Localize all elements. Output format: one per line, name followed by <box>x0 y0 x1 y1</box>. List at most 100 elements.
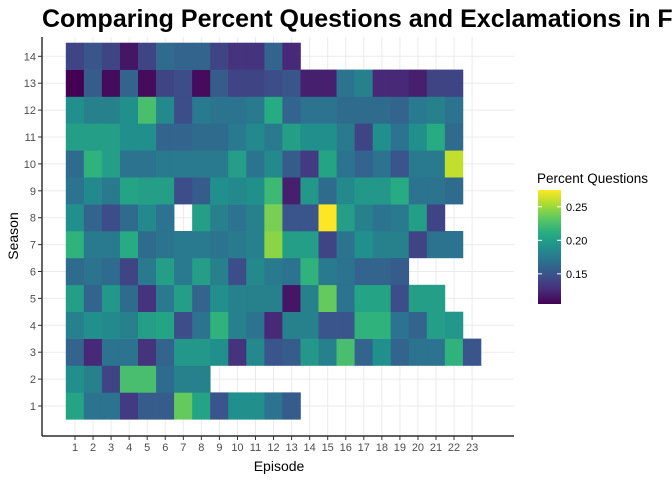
cell-s11-e3 <box>101 123 121 151</box>
cell-s10-e14 <box>300 150 319 178</box>
cell-s11-e15 <box>318 123 337 151</box>
cell-s4-e1 <box>65 311 85 339</box>
cell-s7-e19 <box>390 231 410 259</box>
cell-s1-e13 <box>282 392 301 420</box>
cell-s1-e4 <box>119 392 139 420</box>
cell-s9-e7 <box>174 177 193 205</box>
cell-s3-e5 <box>138 338 157 366</box>
cell-s5-e21 <box>426 284 446 312</box>
cell-s1-e11 <box>246 392 265 420</box>
x-tick-label: 17 <box>358 442 370 454</box>
cell-s10-e3 <box>101 150 121 178</box>
cell-s3-e11 <box>246 338 265 366</box>
cell-s11-e5 <box>138 123 157 151</box>
cell-s4-e11 <box>246 311 265 339</box>
cell-s10-e16 <box>336 150 355 178</box>
y-tick-label: 8 <box>30 213 36 225</box>
cell-s8-e19 <box>390 204 410 232</box>
cell-s13-e4 <box>119 69 139 97</box>
cell-s10-e2 <box>83 150 103 178</box>
cell-s9-e2 <box>83 177 103 205</box>
cell-s14-e1 <box>65 42 85 70</box>
cell-s6-e2 <box>83 257 103 286</box>
cell-s3-e23 <box>462 338 482 366</box>
cell-s1-e5 <box>138 392 157 420</box>
x-tick-label: 2 <box>90 442 96 454</box>
cell-s6-e7 <box>174 257 193 286</box>
cell-s8-e17 <box>354 204 373 232</box>
cell-s6-e8 <box>192 257 211 286</box>
x-tick-label: 8 <box>198 442 204 454</box>
cell-s11-e9 <box>210 123 229 151</box>
cell-s10-e21 <box>426 150 446 178</box>
cell-s1-e8 <box>192 392 211 420</box>
cell-s1-e1 <box>65 392 85 420</box>
cell-s5-e4 <box>119 284 139 312</box>
cell-s7-e17 <box>354 231 373 259</box>
cell-s1-e3 <box>101 392 121 420</box>
cell-s3-e8 <box>192 338 211 366</box>
cell-s5-e18 <box>372 284 392 312</box>
cell-s9-e9 <box>210 177 229 205</box>
cell-s12-e1 <box>65 96 85 124</box>
cell-s12-e12 <box>264 96 283 124</box>
cell-s8-e21 <box>426 204 446 232</box>
cell-s12-e3 <box>101 96 121 124</box>
cell-s3-e6 <box>156 338 175 366</box>
cell-s5-e7 <box>174 284 193 312</box>
cell-s2-e7 <box>174 365 193 393</box>
x-tick-label: 5 <box>144 442 150 454</box>
cell-s12-e18 <box>372 96 392 124</box>
cell-s7-e7 <box>174 231 193 259</box>
cell-s7-e22 <box>444 231 464 259</box>
cell-s5-e17 <box>354 284 373 312</box>
cell-s5-e1 <box>65 284 85 312</box>
cell-s12-e21 <box>426 96 446 124</box>
cell-s5-e20 <box>408 284 428 312</box>
cell-s9-e12 <box>264 177 283 205</box>
cell-s5-e9 <box>210 284 229 312</box>
cell-s9-e10 <box>228 177 247 205</box>
cell-s6-e3 <box>101 257 121 286</box>
cell-s11-e14 <box>300 123 319 151</box>
x-tick-label: 9 <box>216 442 222 454</box>
cell-s3-e2 <box>83 338 103 366</box>
cell-s7-e15 <box>318 231 337 259</box>
cell-s3-e4 <box>119 338 139 366</box>
cell-s9-e20 <box>408 177 428 205</box>
cell-s8-e13 <box>282 204 301 232</box>
cell-s7-e21 <box>426 231 446 259</box>
cell-s2-e4 <box>119 365 139 393</box>
cell-s13-e3 <box>101 69 121 97</box>
cell-s3-e1 <box>65 338 85 366</box>
cell-s13-e1 <box>65 69 85 97</box>
cell-s5-e6 <box>156 284 175 312</box>
cell-s4-e8 <box>192 311 211 339</box>
cell-s8-e10 <box>228 204 247 232</box>
cell-s3-e3 <box>101 338 121 366</box>
cell-s8-e11 <box>246 204 265 232</box>
cell-s2-e6 <box>156 365 175 393</box>
axes <box>41 37 514 437</box>
cell-s12-e20 <box>408 96 428 124</box>
cell-s5-e19 <box>390 284 410 312</box>
heatmap-cells <box>65 42 482 420</box>
cell-s13-e13 <box>282 69 301 97</box>
cell-s6-e19 <box>390 257 410 286</box>
cell-s12-e17 <box>354 96 373 124</box>
cell-s3-e20 <box>408 338 428 366</box>
y-tick-label: 7 <box>30 240 36 252</box>
cell-s6-e5 <box>138 257 157 286</box>
cell-s4-e19 <box>390 311 410 339</box>
cell-s13-e2 <box>83 69 103 97</box>
cell-s7-e2 <box>83 231 103 259</box>
cell-s3-e16 <box>336 338 355 366</box>
cell-s7-e11 <box>246 231 265 259</box>
cell-s13-e16 <box>336 69 355 97</box>
y-tick-label: 13 <box>24 78 36 90</box>
cell-s7-e4 <box>119 231 139 259</box>
cell-s11-e4 <box>119 123 139 151</box>
cell-s7-e16 <box>336 231 355 259</box>
cell-s4-e4 <box>119 311 139 339</box>
